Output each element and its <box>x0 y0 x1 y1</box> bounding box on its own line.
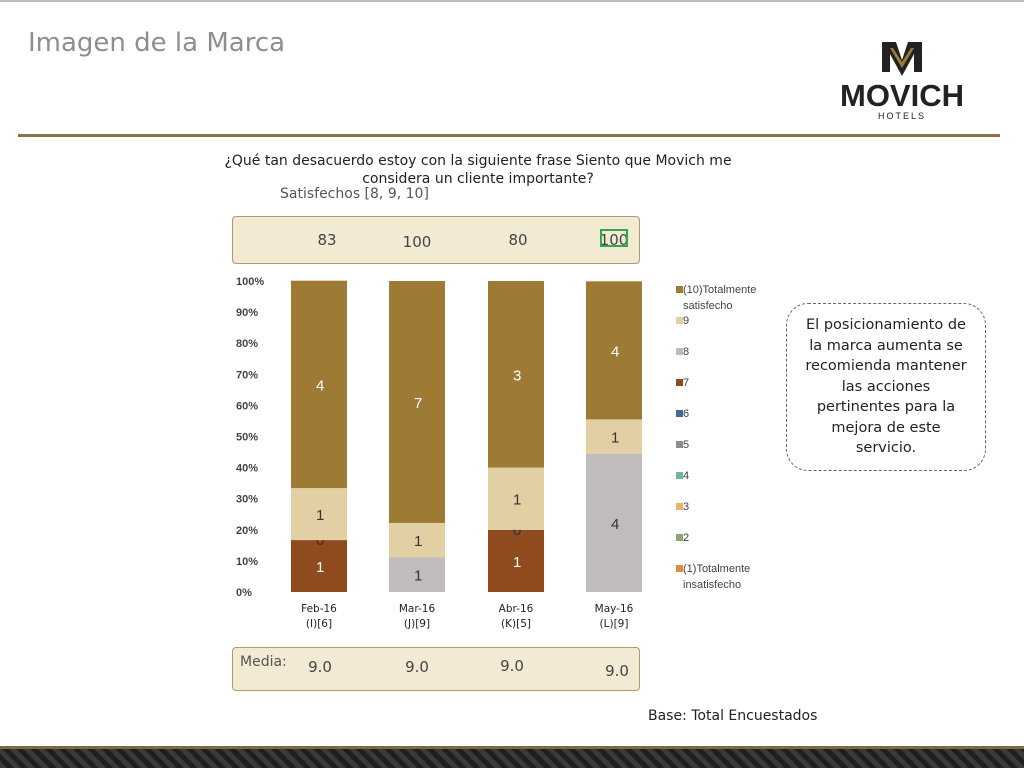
bar-data-label: 0 <box>513 522 521 539</box>
satisfechos-value-may: 100 <box>599 231 629 249</box>
header-rule <box>18 134 1000 137</box>
bar-data-label: 1 <box>414 568 422 585</box>
survey-question: ¿Qué tan desacuerdo estoy con la siguien… <box>224 153 732 187</box>
bar-segment <box>291 540 347 592</box>
legend-label: (10)Totalmente <box>683 284 756 296</box>
logo-emblem-icon <box>882 42 922 76</box>
highlight-box <box>600 229 628 247</box>
x-category-label: Abr-16 <box>499 603 534 615</box>
x-category-label: (J)[9] <box>404 618 430 630</box>
page-title: Imagen de la Marca <box>28 28 286 58</box>
legend-swatch <box>676 286 683 293</box>
legend-swatch <box>676 348 683 355</box>
media-value-feb: 9.0 <box>308 658 332 676</box>
y-tick-label: 30% <box>236 494 258 506</box>
logo-brand-text: MOVICH <box>840 78 964 113</box>
media-value-mar: 9.0 <box>405 658 429 676</box>
legend-swatch <box>676 565 683 572</box>
movich-logo: MOVICH HOTELS <box>840 42 964 121</box>
x-category-label: Mar-16 <box>399 603 436 615</box>
x-category-label: (I)[6] <box>306 618 332 630</box>
y-tick-label: 100% <box>236 276 264 288</box>
bar-data-label: 1 <box>316 559 324 576</box>
legend-label: 9 <box>683 315 689 327</box>
legend-swatch <box>676 379 683 386</box>
satisfechos-band <box>232 216 640 264</box>
legend-label: 2 <box>683 532 689 544</box>
bar-data-label: 7 <box>414 395 422 412</box>
logo-sub-text: HOTELS <box>878 111 926 121</box>
legend-label: 8 <box>683 346 689 358</box>
bar-data-label: 0 <box>316 532 324 549</box>
x-category-label: (L)[9] <box>600 618 629 630</box>
bar-data-label: 3 <box>513 367 521 384</box>
legend-label: 3 <box>683 501 689 513</box>
satisfechos-value-abr: 80 <box>508 231 528 249</box>
bar-segment <box>389 522 445 558</box>
y-tick-label: 0% <box>236 587 252 599</box>
legend-swatch <box>676 441 683 448</box>
bar-segment <box>488 529 544 592</box>
bar-data-label: 0 <box>611 584 619 601</box>
bar-data-label: 1 <box>513 554 521 571</box>
y-tick-label: 80% <box>236 338 258 350</box>
bar-segment <box>389 557 445 592</box>
bar-data-label: 4 <box>611 343 619 360</box>
base-note: Base: Total Encuestados <box>648 708 818 724</box>
legend-label: (1)Totalmente <box>683 563 750 575</box>
bar-segment <box>586 281 642 420</box>
y-tick-label: 50% <box>236 432 258 444</box>
recommendation-text: El posicionamiento de la marca aumenta s… <box>805 317 967 457</box>
legend-label: 6 <box>683 408 689 420</box>
legend-label: 5 <box>683 439 689 451</box>
x-category-label: Feb-16 <box>301 603 337 615</box>
bar-segment <box>389 281 445 523</box>
bar-data-label: 0 <box>414 584 422 601</box>
x-category-label: May-16 <box>595 603 634 615</box>
top-border-line <box>0 0 1024 2</box>
media-band <box>232 647 640 691</box>
bar-data-label: 4 <box>611 516 619 533</box>
y-tick-label: 20% <box>236 525 258 537</box>
satisfechos-value-feb: 83 <box>317 231 337 249</box>
legend-label: 4 <box>683 470 689 482</box>
bar-data-label: 1 <box>513 492 521 509</box>
x-category-label: (K)[5] <box>501 618 531 630</box>
media-value-may: 9.0 <box>605 662 629 680</box>
bar-data-label: 1 <box>414 533 422 550</box>
media-value-abr: 9.0 <box>500 657 524 675</box>
legend-label-line2: satisfecho <box>683 300 733 312</box>
bar-segment <box>488 467 544 530</box>
legend-label: 7 <box>683 377 689 389</box>
bar-segment <box>488 281 544 468</box>
legend-swatch <box>676 472 683 479</box>
legend-swatch <box>676 410 683 417</box>
y-tick-label: 40% <box>236 463 258 475</box>
bar-segment <box>586 453 642 592</box>
bar-segment <box>291 280 347 489</box>
footer-pattern <box>0 746 1024 768</box>
y-tick-label: 10% <box>236 556 258 568</box>
legend-swatch <box>676 317 683 324</box>
bar-segment <box>291 488 347 541</box>
satisfechos-subtitle: Satisfechos [8, 9, 10] <box>280 186 429 202</box>
recommendation-note: El posicionamiento de la marca aumenta s… <box>786 303 986 471</box>
bar-data-label: 4 <box>316 377 324 394</box>
legend-swatch <box>676 534 683 541</box>
satisfechos-value-mar: 100 <box>402 233 432 251</box>
bar-data-label: 1 <box>316 507 324 524</box>
y-tick-label: 90% <box>236 307 258 319</box>
legend-swatch <box>676 503 683 510</box>
bar-data-label: 1 <box>611 430 619 447</box>
bar-segment <box>586 419 642 454</box>
legend-label-line2: insatisfecho <box>683 579 741 591</box>
y-tick-label: 60% <box>236 400 258 412</box>
y-tick-label: 70% <box>236 369 258 381</box>
media-label: Media: <box>240 654 287 670</box>
